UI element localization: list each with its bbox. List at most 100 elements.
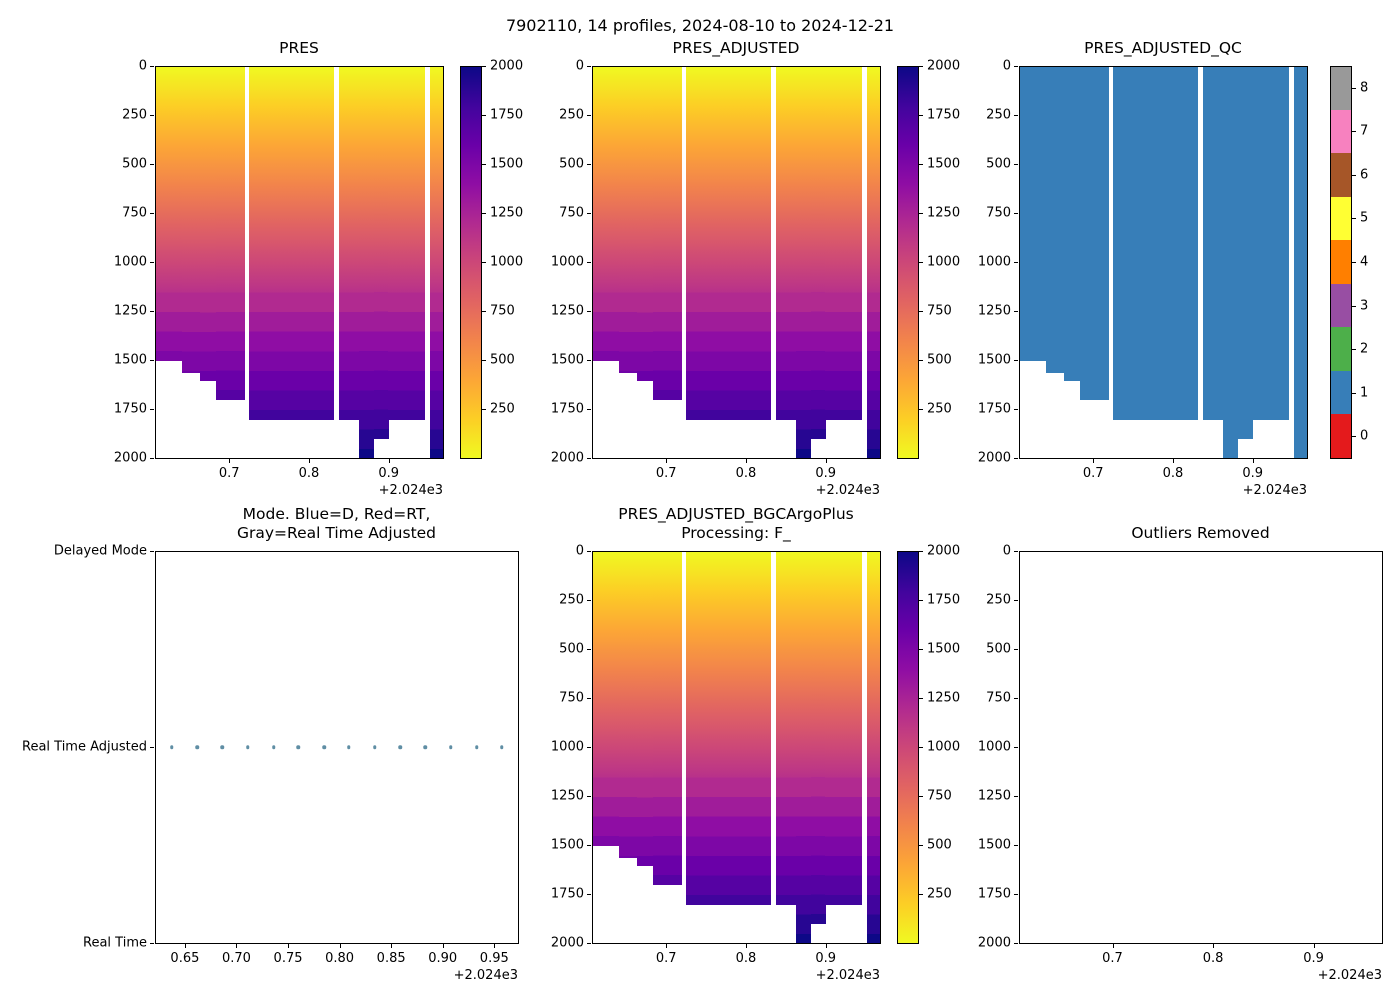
mesh-column (686, 67, 710, 420)
x-tick-mark (1112, 944, 1114, 948)
mesh-column (271, 67, 295, 420)
y-tick-mark (587, 164, 591, 165)
y-tick-label: 1500 (550, 352, 584, 368)
qc-colorbar-segment (1331, 326, 1351, 371)
qc-colorbar-segment (1331, 413, 1351, 458)
colorbar-tick-mark (482, 213, 486, 214)
x-tick-mark (825, 459, 827, 463)
y-tick-label: 2000 (977, 450, 1011, 466)
mesh-column (1135, 67, 1159, 420)
scatter-dot (499, 745, 504, 749)
axes-pres-adjusted (592, 66, 881, 459)
axes-pres (155, 66, 444, 459)
x-tick-label: 0.8 (1202, 951, 1224, 966)
y-tick-mark (150, 262, 154, 263)
colorbar-tick-mark (919, 649, 923, 650)
mesh-column (338, 67, 360, 420)
mesh-column (731, 552, 753, 905)
colorbar-tick-mark (482, 360, 486, 361)
x-axis-offset-label: +2.024e3 (1317, 968, 1382, 983)
y-tick-label: 250 (559, 107, 584, 123)
colorbar-tick-mark (919, 796, 923, 797)
colorbar-tick-label: 1750 (927, 107, 961, 123)
pressure-colorbar (897, 66, 919, 459)
mesh-column (249, 67, 273, 420)
colorbar-tick-mark (919, 213, 923, 214)
colorbar-tick-label: 1000 (927, 739, 961, 755)
mesh-column (844, 552, 863, 905)
mesh-column (825, 552, 845, 905)
x-tick-label: 0.65 (170, 951, 200, 966)
mesh-column (407, 67, 426, 420)
colorbar-tick-mark (919, 66, 923, 67)
colorbar-tick-label: 1750 (927, 592, 961, 608)
y-tick-label: 1750 (550, 401, 584, 417)
x-tick-label: 0.8 (735, 466, 757, 481)
y-tick-mark (587, 894, 591, 895)
figure-suptitle: 7902110, 14 profiles, 2024-08-10 to 2024… (505, 16, 895, 35)
x-tick-label: 0.75 (273, 951, 303, 966)
colorbar-tick-mark (1352, 131, 1356, 133)
x-tick-label: 0.7 (1082, 466, 1104, 481)
mesh-column (619, 552, 638, 858)
mesh-column (182, 67, 201, 373)
x-tick-mark (1213, 944, 1215, 948)
colorbar-tick-label: 0 (1360, 428, 1369, 444)
mesh-column (1178, 67, 1199, 420)
colorbar-tick-mark (919, 845, 923, 846)
colorbar-tick-label: 2 (1360, 341, 1369, 357)
colorbar-tick-label: 6 (1360, 167, 1369, 183)
x-tick-label: 0.9 (815, 951, 837, 966)
axes-outliers-removed (1019, 551, 1383, 944)
y-tick-label: 1250 (977, 303, 1011, 319)
y-tick-label: 1750 (977, 886, 1011, 902)
colorbar-tick-label: 8 (1360, 80, 1369, 96)
mesh-column (652, 67, 683, 401)
mesh-column (593, 552, 620, 846)
colorbar-tick-mark (1352, 218, 1356, 220)
colorbar-tick-mark (482, 115, 486, 116)
y-tick-mark (1014, 213, 1018, 214)
y-tick-label: 1000 (977, 254, 1011, 270)
colorbar-tick-label: 500 (927, 837, 952, 853)
x-axis-offset-label: +2.024e3 (815, 483, 880, 498)
x-tick-label: 0.9 (815, 466, 837, 481)
pressure-colorbar (897, 551, 919, 944)
x-tick-mark (666, 944, 668, 948)
colorbar-tick-label: 5 (1360, 210, 1369, 226)
y-tick-mark (150, 943, 154, 944)
y-tick-label: 1750 (977, 401, 1011, 417)
y-tick-label: Delayed Mode (53, 543, 147, 559)
y-tick-mark (587, 360, 591, 361)
y-tick-mark (150, 551, 154, 552)
scatter-dot (220, 745, 224, 749)
mesh-column (751, 67, 772, 420)
mesh-column (1158, 67, 1180, 420)
y-tick-label: 750 (559, 690, 584, 706)
colorbar-tick-mark (919, 747, 923, 748)
x-tick-mark (442, 944, 444, 948)
mesh-column (708, 552, 732, 905)
x-tick-label: 0.8 (1162, 466, 1184, 481)
colorbar-tick-label: 1500 (927, 641, 961, 657)
x-tick-mark (494, 944, 496, 948)
colorbar-tick-label: 250 (927, 886, 952, 902)
plot-title-outliers-removed: Outliers Removed (1131, 524, 1270, 542)
y-tick-label: 1250 (977, 788, 1011, 804)
qc-colorbar-segment (1331, 239, 1351, 284)
x-axis-offset-label: +2.024e3 (378, 483, 443, 498)
colorbar-tick-label: 2000 (927, 543, 961, 559)
colorbar-tick-label: 1000 (490, 254, 524, 270)
mesh-column (1271, 67, 1290, 420)
x-tick-mark (288, 944, 290, 948)
x-tick-label: 0.85 (376, 951, 406, 966)
y-tick-mark (587, 458, 591, 459)
colorbar-tick-label: 750 (927, 788, 952, 804)
y-tick-label: 750 (986, 205, 1011, 221)
colorbar-tick-label: 1500 (490, 156, 524, 172)
y-tick-label: 0 (1002, 58, 1011, 74)
y-tick-label: 2000 (977, 935, 1011, 951)
y-tick-mark (150, 409, 154, 410)
axes-bgc-processing (592, 551, 881, 944)
y-tick-label: 0 (1002, 543, 1011, 559)
